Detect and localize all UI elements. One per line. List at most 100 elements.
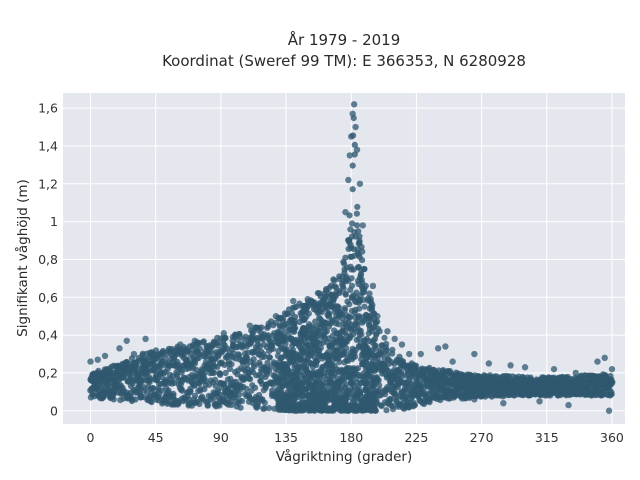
x-tick-label: 90 bbox=[213, 430, 229, 445]
data-point bbox=[292, 313, 299, 321]
x-tick-label: 180 bbox=[339, 430, 363, 445]
x-axis-title: Vågriktning (grader) bbox=[276, 448, 413, 465]
data-point-outlier bbox=[565, 401, 572, 409]
data-point bbox=[401, 387, 408, 394]
data-point bbox=[305, 310, 312, 317]
data-point bbox=[359, 257, 366, 264]
data-point-outlier bbox=[507, 362, 514, 369]
data-point bbox=[110, 396, 117, 403]
data-point bbox=[211, 369, 218, 376]
data-point-outlier bbox=[471, 396, 478, 403]
x-tick-label: 45 bbox=[148, 430, 164, 445]
data-point bbox=[280, 315, 287, 322]
data-point-outlier bbox=[166, 348, 174, 356]
data-point-outlier bbox=[304, 295, 311, 303]
data-point-outlier bbox=[500, 399, 507, 407]
x-tick-label: 135 bbox=[274, 430, 298, 445]
data-point bbox=[361, 265, 368, 273]
data-point bbox=[348, 275, 355, 282]
data-point bbox=[191, 392, 199, 399]
data-point-outlier bbox=[348, 133, 355, 140]
data-point-outlier bbox=[142, 335, 149, 343]
data-point bbox=[387, 395, 394, 402]
data-point bbox=[247, 376, 254, 383]
data-point bbox=[269, 345, 276, 352]
data-points bbox=[87, 101, 616, 414]
x-tick-label: 270 bbox=[470, 430, 494, 445]
data-point-outlier bbox=[350, 101, 358, 108]
data-point bbox=[191, 360, 199, 367]
data-point-outlier bbox=[210, 339, 217, 346]
data-point-outlier bbox=[471, 350, 478, 358]
data-point bbox=[383, 407, 390, 414]
data-point bbox=[346, 301, 353, 308]
data-point bbox=[372, 342, 379, 349]
data-point-outlier bbox=[316, 290, 323, 297]
data-point bbox=[252, 384, 259, 391]
data-point bbox=[346, 314, 353, 321]
data-point-cloud bbox=[87, 115, 616, 414]
data-point-outlier bbox=[130, 350, 138, 358]
data-point bbox=[360, 296, 367, 303]
data-point bbox=[349, 186, 356, 193]
data-point bbox=[204, 402, 211, 409]
data-point bbox=[389, 346, 396, 353]
data-point-outlier bbox=[94, 356, 101, 363]
data-point bbox=[358, 243, 365, 251]
y-tick-label: 0 bbox=[50, 403, 58, 418]
data-point-outlier bbox=[572, 369, 579, 377]
data-point bbox=[341, 307, 348, 314]
data-point bbox=[356, 233, 363, 240]
data-point-outlier bbox=[398, 341, 406, 348]
data-point bbox=[390, 406, 397, 413]
data-point bbox=[228, 401, 235, 409]
data-point bbox=[171, 379, 178, 386]
data-point-outlier bbox=[352, 123, 359, 131]
data-point bbox=[132, 396, 139, 403]
data-point-outlier bbox=[536, 398, 543, 405]
data-point-outlier bbox=[391, 335, 398, 343]
chart-title: År 1979 - 2019 bbox=[288, 30, 401, 49]
data-point-outlier bbox=[485, 360, 493, 367]
data-point bbox=[228, 361, 235, 368]
data-point-outlier bbox=[342, 208, 349, 216]
y-tick-label: 0,2 bbox=[38, 365, 58, 380]
y-tick-label: 0,6 bbox=[38, 290, 58, 305]
data-point bbox=[362, 282, 369, 289]
data-point-outlier bbox=[272, 312, 280, 320]
y-tick-label: 0,8 bbox=[38, 252, 58, 267]
data-point bbox=[358, 331, 365, 338]
data-point bbox=[215, 342, 222, 349]
data-point bbox=[361, 303, 368, 310]
data-point bbox=[314, 357, 321, 364]
data-point bbox=[210, 394, 217, 402]
data-point bbox=[342, 291, 349, 298]
data-point bbox=[349, 162, 356, 169]
data-point bbox=[374, 318, 381, 325]
data-point bbox=[201, 370, 208, 377]
data-point bbox=[265, 332, 272, 339]
data-point bbox=[351, 141, 358, 148]
data-point bbox=[282, 340, 289, 347]
data-point-outlier bbox=[384, 328, 391, 335]
data-point-outlier bbox=[434, 345, 442, 352]
data-point bbox=[369, 302, 376, 309]
data-point bbox=[340, 285, 347, 292]
data-point bbox=[237, 404, 244, 411]
data-point bbox=[348, 282, 356, 289]
x-tick-label: 360 bbox=[600, 430, 624, 445]
data-point-outlier bbox=[232, 331, 239, 339]
data-point bbox=[336, 359, 343, 366]
data-point-outlier bbox=[349, 110, 356, 118]
data-point bbox=[149, 384, 157, 392]
data-point bbox=[148, 399, 155, 406]
data-point bbox=[312, 318, 319, 325]
data-point bbox=[224, 345, 231, 352]
x-tick-label: 315 bbox=[535, 430, 559, 445]
data-point bbox=[356, 305, 363, 312]
data-point bbox=[357, 388, 364, 395]
data-point bbox=[323, 328, 330, 335]
y-axis-ticks: 0 0,2 0,4 0,6 0,8 1 1,2 1,4 1,6 bbox=[38, 101, 58, 419]
data-point bbox=[251, 363, 258, 370]
data-point bbox=[356, 237, 363, 245]
